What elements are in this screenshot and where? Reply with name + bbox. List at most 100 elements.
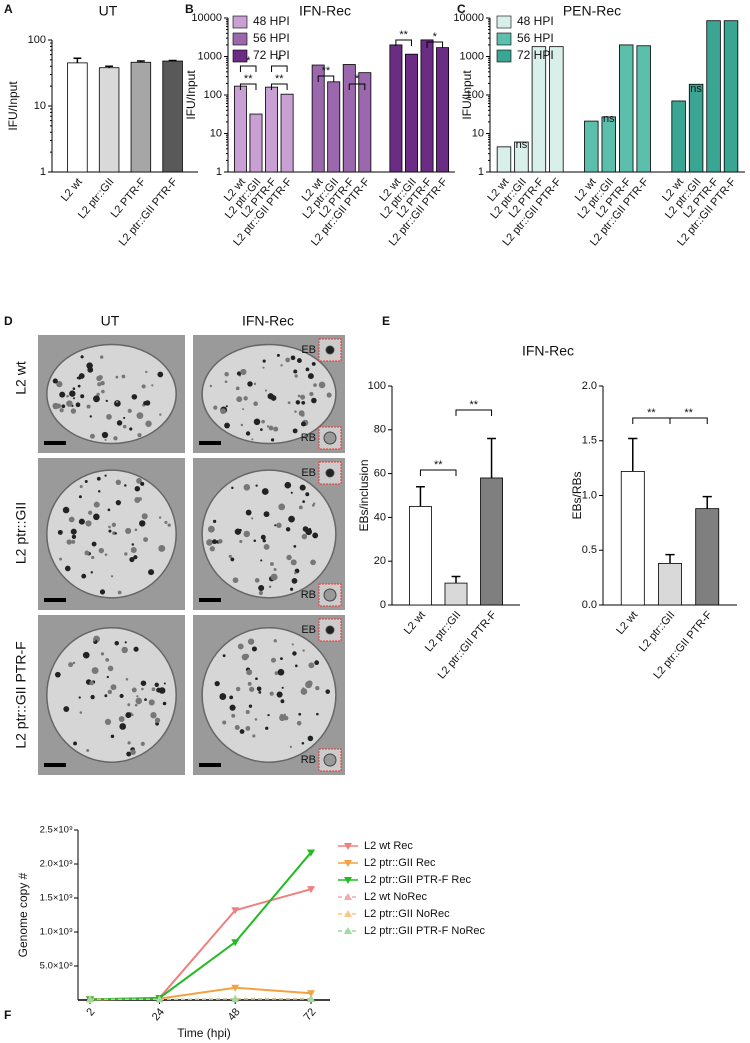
particle: [307, 735, 314, 742]
particle: [280, 699, 285, 704]
particle: [243, 396, 248, 401]
particle: [298, 712, 302, 716]
bar: [671, 100, 686, 173]
legend-marker: [344, 927, 352, 934]
significance-bracket: [395, 39, 412, 46]
particle: [284, 481, 292, 489]
particle: [59, 408, 64, 413]
particle: [107, 665, 114, 672]
significance-label: ns: [516, 139, 528, 151]
bar: [265, 86, 278, 173]
particle: [274, 671, 279, 676]
y-tick-label: 1.0: [582, 489, 597, 501]
particle: [134, 497, 141, 504]
particle: [207, 525, 215, 533]
bar: [409, 506, 432, 606]
inset-particle: [325, 625, 335, 635]
significance-label: **: [647, 407, 656, 419]
particle: [72, 661, 76, 665]
particle: [209, 384, 213, 388]
particle: [89, 433, 95, 439]
particle: [64, 565, 71, 572]
particle: [134, 486, 141, 492]
significance-label: *: [246, 55, 251, 67]
x-tick-label: L2 wt: [59, 176, 85, 204]
chart-title: IFN-Rec: [299, 3, 351, 19]
particle: [164, 520, 168, 524]
y-tick-label: 1.5×10⁹: [40, 893, 73, 904]
particle: [84, 550, 90, 556]
particle: [143, 537, 149, 542]
particle: [122, 424, 127, 429]
particle: [115, 500, 122, 506]
particle: [255, 484, 258, 487]
particle: [93, 395, 100, 403]
particle: [131, 543, 135, 546]
particle: [281, 686, 284, 689]
significance-bracket: [455, 409, 493, 416]
particle: [63, 706, 70, 712]
bar: [67, 62, 88, 173]
particle: [305, 528, 313, 536]
particle: [263, 543, 270, 550]
y-tick-label: 1.0×10⁹: [40, 927, 73, 938]
significance-label: **: [322, 65, 331, 77]
legend-swatch: [496, 32, 512, 46]
significance-label: *: [355, 73, 360, 85]
particle: [231, 486, 234, 490]
particle: [292, 651, 297, 656]
particle: [68, 516, 75, 523]
particle: [258, 690, 262, 694]
particle: [256, 686, 262, 692]
particle: [145, 420, 152, 427]
particle: [77, 384, 81, 388]
particle: [262, 359, 266, 363]
y-tick-label: 0.5: [582, 544, 597, 556]
particle: [261, 419, 265, 424]
particle: [269, 691, 274, 696]
y-tick-label: 1000: [460, 50, 484, 62]
particle: [78, 373, 85, 379]
marker: [231, 907, 240, 915]
particle: [89, 415, 92, 418]
particle: [97, 382, 102, 387]
particle: [267, 713, 270, 717]
particle: [318, 381, 326, 389]
bar: [444, 582, 468, 606]
particle: [159, 413, 162, 416]
particle: [285, 527, 291, 532]
particle: [266, 425, 270, 428]
particle: [130, 546, 137, 553]
panel-letter: E: [382, 314, 390, 328]
particle: [70, 528, 77, 535]
particle: [57, 529, 63, 535]
particle: [144, 698, 147, 701]
y-tick-label: 10000: [191, 12, 222, 24]
particle: [84, 480, 88, 483]
particle: [121, 646, 128, 654]
particle: [124, 484, 127, 487]
particle: [56, 381, 63, 388]
particle: [54, 671, 61, 678]
bar: [358, 72, 372, 173]
particle: [234, 528, 242, 535]
particle: [244, 653, 250, 659]
particle: [270, 395, 277, 401]
particle: [209, 546, 215, 552]
particle: [213, 405, 218, 410]
significance-bracket: [239, 83, 257, 90]
particle: [224, 422, 230, 429]
particle: [125, 678, 129, 681]
legend-label: L2 ptr::GII Rec: [364, 857, 436, 869]
error-bar: [702, 495, 712, 509]
particle: [219, 693, 227, 700]
particle: [140, 680, 147, 686]
y-tick-label: 80: [374, 424, 386, 436]
particle: [290, 559, 297, 566]
error-bar: [105, 65, 114, 68]
particle: [253, 401, 258, 407]
column-title: UT: [101, 313, 120, 329]
particle: [302, 649, 305, 652]
particle: [300, 421, 306, 427]
particle: [118, 716, 125, 722]
